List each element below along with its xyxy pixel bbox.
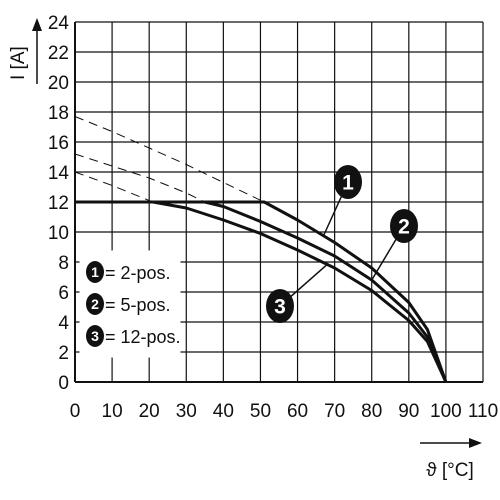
x-tick-label: 80 — [361, 401, 382, 422]
x-axis-arrowhead — [469, 438, 482, 448]
marker-number: 1 — [342, 172, 354, 195]
legend-label: = 5-pos. — [105, 295, 171, 315]
y-tick-label: 2 — [58, 343, 69, 364]
x-tick-label: 30 — [176, 401, 197, 422]
marker-number: 2 — [91, 296, 99, 312]
series-lines — [75, 200, 448, 383]
x-tick-label: 20 — [139, 401, 160, 422]
marker-badge — [334, 165, 362, 199]
marker-badge — [86, 325, 104, 347]
series-callouts: 1 2 3 — [266, 165, 418, 323]
x-tick-label: 0 — [70, 401, 81, 422]
y-tick-label: 6 — [58, 283, 69, 304]
y-tick-label: 24 — [48, 13, 70, 34]
series-line — [75, 200, 448, 383]
marker-badge — [86, 293, 104, 315]
x-tick-label: 60 — [287, 401, 308, 422]
y-tick-label: 0 — [58, 373, 69, 394]
y-tick-label: 18 — [48, 103, 69, 124]
y-axis-title: I [A] — [8, 18, 42, 84]
y-tick-label: 8 — [58, 253, 69, 274]
derating-dashed-line — [74, 116, 265, 203]
x-tick-label: 10 — [102, 401, 123, 422]
x-tick-label: 110 — [468, 401, 498, 422]
series-line — [75, 200, 448, 383]
marker-badge — [390, 209, 418, 243]
marker-badge — [266, 289, 294, 323]
marker-number: 3 — [91, 328, 99, 344]
x-tick-label: 100 — [430, 401, 462, 422]
y-tick-label: 12 — [48, 193, 69, 214]
legend-label: = 12-pos. — [105, 327, 181, 347]
derating-extensions — [74, 116, 265, 203]
grid — [74, 21, 484, 383]
x-tick-label: 70 — [324, 401, 345, 422]
y-axis-arrowhead — [32, 18, 42, 31]
y-tick-label: 4 — [58, 313, 69, 334]
x-tick-label: 40 — [213, 401, 234, 422]
y-tick-label: 10 — [48, 223, 69, 244]
y-tick-label: 22 — [48, 43, 69, 64]
marker-number: 3 — [274, 296, 286, 319]
x-axis-title: ϑ [°C] — [420, 438, 482, 481]
marker-number: 2 — [398, 216, 410, 239]
series-line — [75, 200, 448, 383]
y-tick-label: 14 — [48, 163, 70, 184]
y-tick-label: 20 — [48, 73, 69, 94]
derating-dashed-line — [74, 153, 206, 203]
derating-dashed-line — [74, 171, 154, 203]
x-tick-label: 90 — [398, 401, 419, 422]
y-axis-label: I [A] — [8, 46, 29, 80]
marker-number: 1 — [91, 264, 99, 280]
x-tick-labels: 0 10 20 30 40 50 60 70 80 90 100 110 — [70, 401, 498, 422]
marker-badge — [86, 261, 104, 283]
legend: 1 = 2-pos. 2 = 5-pos. 3 = 12-pos. — [79, 250, 181, 358]
y-tick-label: 16 — [48, 133, 69, 154]
legend-label: = 2-pos. — [105, 263, 171, 283]
x-axis-label: ϑ [°C] — [426, 460, 474, 481]
x-tick-label: 50 — [250, 401, 271, 422]
